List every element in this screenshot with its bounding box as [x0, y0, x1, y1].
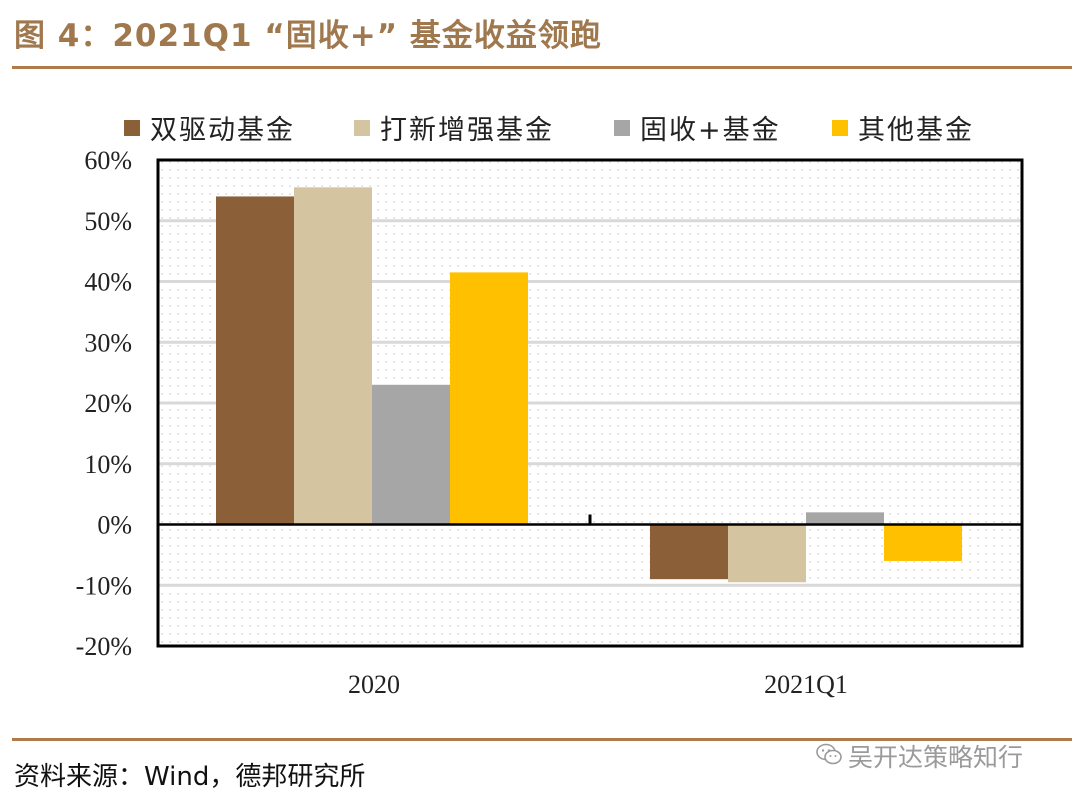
- y-tick-label: 10%: [84, 450, 132, 479]
- y-tick-label: 50%: [84, 207, 132, 236]
- watermark: 吴开达策略知行: [816, 738, 1023, 774]
- x-category-label: 2020: [348, 670, 400, 699]
- bar-双驱动基金-2020: [216, 196, 294, 525]
- y-tick-label: 30%: [84, 328, 132, 357]
- legend-item-3: 其他基金: [832, 108, 974, 147]
- legend-item-2: 固收+基金: [614, 108, 781, 147]
- x-category-label: 2021Q1: [764, 670, 848, 699]
- legend-swatch-2: [614, 119, 630, 136]
- y-tick-label: -20%: [76, 632, 132, 661]
- legend-swatch-1: [354, 119, 370, 136]
- wechat-icon: [816, 742, 842, 771]
- chart-title: 图 4：2021Q1 “固收+” 基金收益领跑: [14, 18, 602, 54]
- bar-固收+基金-2021Q1: [806, 512, 884, 525]
- bar-chart: -20% -10% 0% 10% 20% 30% 40% 50% 60% 2020 2021Q1: [76, 146, 1024, 699]
- y-tick-label: 60%: [84, 146, 132, 175]
- bar-打新增强基金-2021Q1: [728, 524, 806, 583]
- bar-双驱动基金-2021Q1: [650, 524, 728, 580]
- footer-divider: [12, 738, 1072, 741]
- legend-swatch-3: [832, 119, 848, 136]
- legend-label-3: 其他基金: [858, 115, 974, 146]
- legend-item-0: 双驱动基金: [124, 108, 295, 147]
- legend-label-1: 打新增强基金: [380, 115, 554, 146]
- bar-打新增强基金-2020: [294, 187, 372, 525]
- source-note: 资料来源：Wind，德邦研究所: [14, 762, 366, 792]
- legend-label-2: 固收+基金: [640, 115, 781, 146]
- bar-固收+基金-2020: [372, 384, 450, 525]
- title-divider: [12, 66, 1072, 69]
- y-tick-label: -10%: [76, 571, 132, 600]
- y-tick-label: 40%: [84, 268, 132, 297]
- watermark-text: 吴开达策略知行: [848, 743, 1024, 772]
- legend-swatch-0: [124, 119, 140, 136]
- legend-item-1: 打新增强基金: [354, 108, 554, 147]
- plot-frame: [156, 158, 1024, 648]
- legend-label-0: 双驱动基金: [150, 115, 295, 146]
- legend: 双驱动基金 打新增强基金 固收+基金 其他基金: [0, 108, 1080, 147]
- bar-其他基金-2021Q1: [884, 524, 962, 561]
- y-tick-label: 0%: [97, 511, 132, 540]
- y-tick-label: 20%: [84, 389, 132, 418]
- bar-其他基金-2020: [450, 272, 528, 525]
